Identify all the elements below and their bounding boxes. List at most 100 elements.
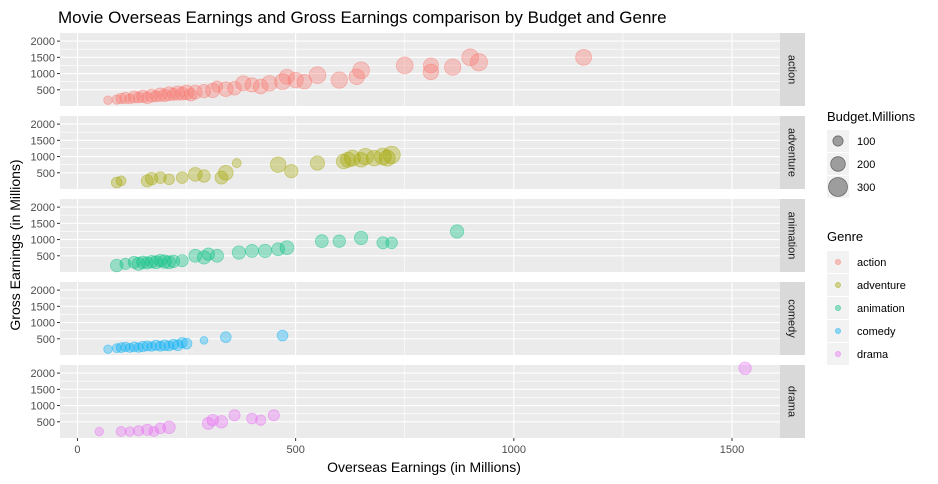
data-point xyxy=(276,329,289,342)
data-point xyxy=(178,84,195,101)
data-point xyxy=(162,420,176,434)
legend-color-label: comedy xyxy=(857,326,896,338)
y-tick-label: 500 xyxy=(37,251,55,263)
data-point xyxy=(258,243,273,258)
legend-key xyxy=(827,320,849,342)
data-point xyxy=(335,153,352,170)
data-point xyxy=(141,423,154,436)
data-point xyxy=(197,169,211,183)
data-point xyxy=(274,73,291,91)
data-point xyxy=(450,224,465,239)
data-point xyxy=(284,164,299,179)
data-point xyxy=(187,84,203,100)
data-point xyxy=(127,255,141,269)
facet-strip xyxy=(780,33,805,106)
legend-key xyxy=(827,251,849,273)
data-point xyxy=(422,57,439,74)
panel-background xyxy=(60,33,780,106)
legend-key xyxy=(827,130,849,152)
data-point xyxy=(245,244,259,258)
data-point xyxy=(422,63,440,81)
data-point xyxy=(119,91,132,104)
data-point xyxy=(271,242,286,257)
data-point xyxy=(395,56,414,75)
data-point xyxy=(227,80,242,96)
data-point xyxy=(136,89,150,103)
data-point xyxy=(188,248,203,263)
x-tick-label: 1500 xyxy=(720,444,744,456)
data-point xyxy=(340,151,356,168)
data-point xyxy=(141,340,153,352)
data-point xyxy=(170,85,186,101)
data-point xyxy=(141,91,154,105)
legend-color-symbol xyxy=(835,327,842,334)
data-point xyxy=(149,90,162,103)
y-tick-label: 500 xyxy=(37,334,55,346)
data-point xyxy=(115,92,127,105)
data-point xyxy=(144,254,159,269)
data-point xyxy=(103,344,113,354)
y-tick-label: 1000 xyxy=(31,318,55,330)
data-point xyxy=(267,409,280,422)
panel-background xyxy=(60,365,780,438)
data-point xyxy=(201,247,216,261)
legend-key xyxy=(827,297,849,319)
panel-background xyxy=(60,199,780,272)
data-point xyxy=(111,343,122,354)
data-point xyxy=(180,337,193,350)
legend-color-label: drama xyxy=(857,349,889,361)
legend-size-symbol xyxy=(832,135,844,147)
data-point xyxy=(119,257,132,270)
legend-color-label: adventure xyxy=(857,280,906,292)
x-axis-title: Overseas Earnings (in Millions) xyxy=(327,459,521,475)
data-point xyxy=(231,158,242,168)
data-point xyxy=(378,149,396,167)
y-tick-label: 500 xyxy=(37,85,55,97)
legend-color-symbol xyxy=(835,281,842,288)
data-point xyxy=(220,331,232,343)
data-point xyxy=(110,176,123,189)
data-point xyxy=(210,248,224,263)
data-point xyxy=(94,426,104,437)
data-point xyxy=(218,81,234,97)
panel-adventure: 500 1000 1500 2000 adventure xyxy=(31,116,805,189)
data-point xyxy=(187,167,203,182)
data-point xyxy=(461,48,479,67)
data-point xyxy=(255,414,267,426)
data-point xyxy=(235,75,252,92)
data-point xyxy=(244,77,260,93)
facet-strip-label: adventure xyxy=(786,128,798,177)
data-point xyxy=(137,340,149,353)
data-point xyxy=(382,145,401,164)
y-tick-label: 1000 xyxy=(31,235,55,247)
data-point xyxy=(214,415,229,429)
data-point xyxy=(110,258,124,273)
data-point xyxy=(175,171,189,184)
legend-size-label: 300 xyxy=(857,182,875,194)
data-point xyxy=(366,150,383,167)
data-point xyxy=(469,53,488,72)
data-point xyxy=(140,256,154,270)
data-point xyxy=(154,422,167,435)
y-axis-title: Gross Earnings (in Millions) xyxy=(7,159,23,330)
data-point xyxy=(214,170,229,185)
y-tick-label: 1500 xyxy=(31,218,55,230)
facet-panels: 500 1000 1500 2000 action 500 1000 1500 2000 adve… xyxy=(31,33,805,438)
legend-color-label: action xyxy=(857,257,886,269)
data-point xyxy=(252,78,269,95)
facet-strip xyxy=(780,199,805,272)
data-point xyxy=(175,86,190,101)
data-point xyxy=(343,149,361,167)
data-point xyxy=(738,361,752,375)
data-point xyxy=(149,255,163,270)
legend-color-symbol xyxy=(835,350,842,357)
y-tick-label: 1000 xyxy=(31,69,55,81)
data-point xyxy=(374,147,392,166)
data-point xyxy=(131,257,146,271)
panel-background xyxy=(60,116,780,189)
y-tick-label: 2000 xyxy=(31,285,55,297)
facet-strip xyxy=(780,282,805,355)
data-point xyxy=(314,234,329,249)
data-point xyxy=(111,94,122,105)
